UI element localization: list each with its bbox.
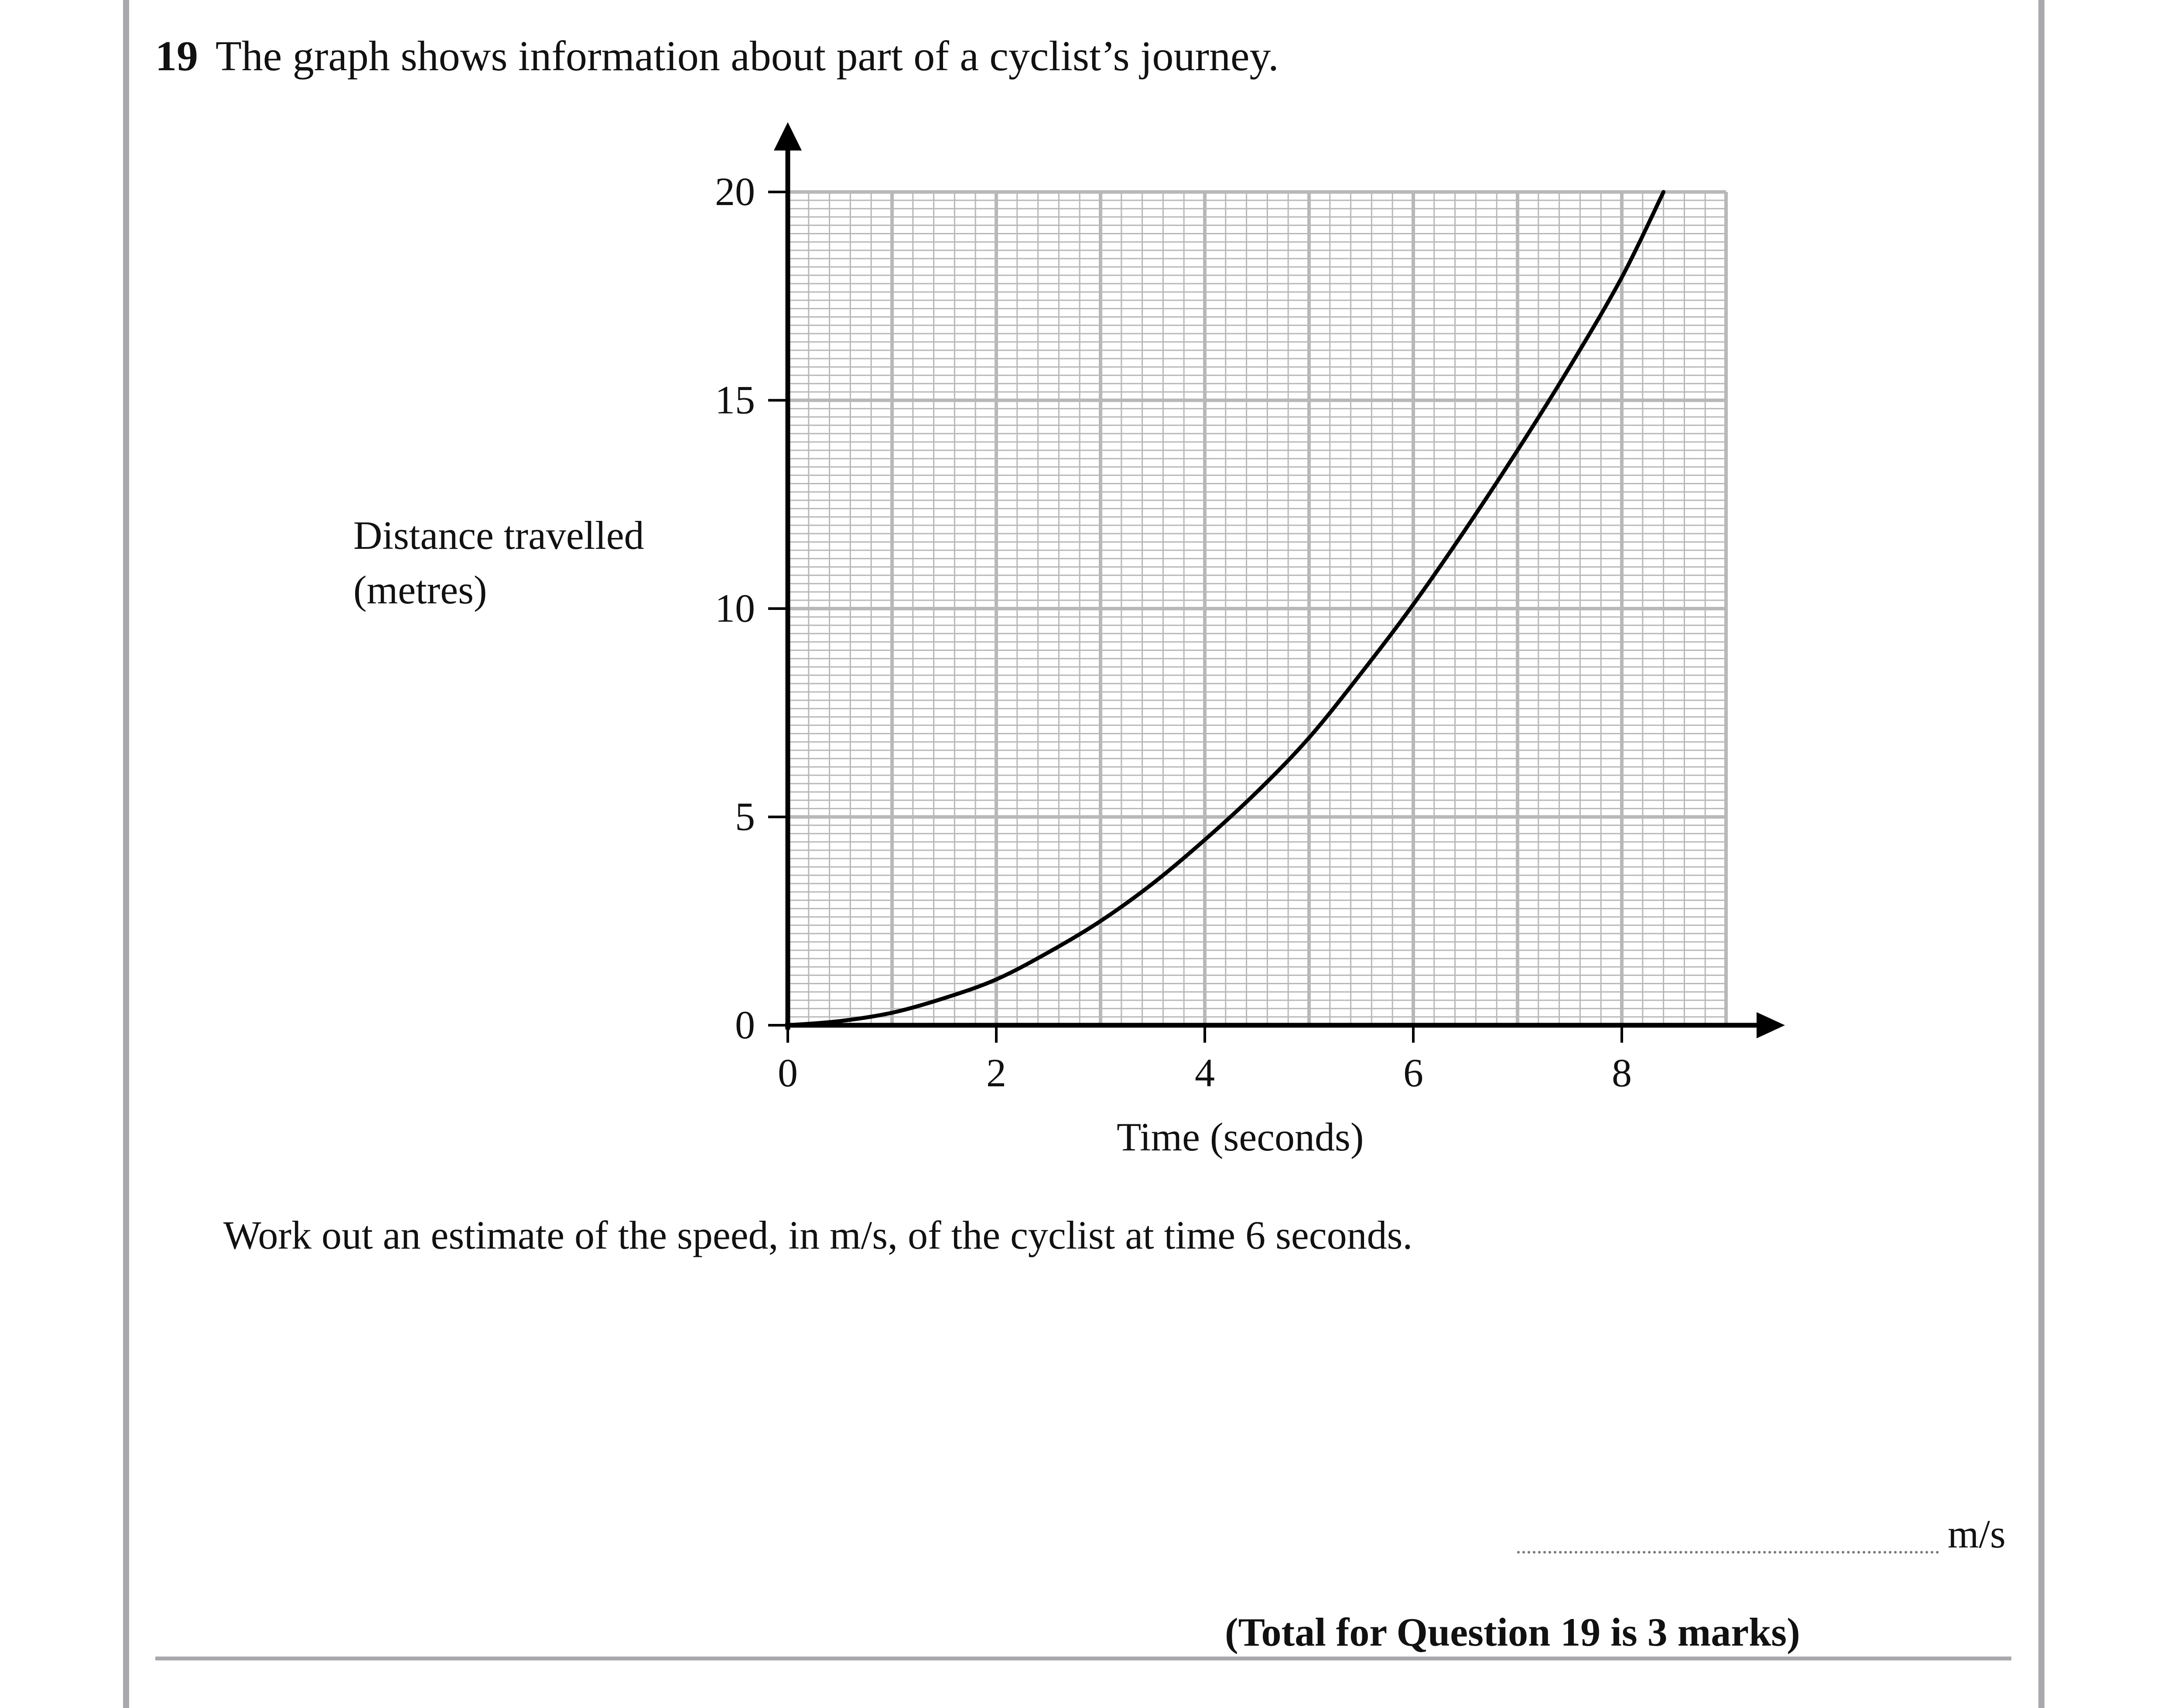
y-axis-arrowhead: [774, 122, 802, 151]
answer-line[interactable]: [1517, 1551, 1939, 1554]
x-tick-label: 4: [1195, 1051, 1215, 1095]
x-axis-arrowhead: [1757, 1012, 1785, 1038]
y-tick-label: 15: [715, 378, 755, 422]
y-tick-label: 20: [715, 169, 755, 214]
y-tick-label: 0: [735, 1003, 755, 1047]
question-number: 19: [155, 33, 198, 80]
question-header: 19 The graph shows information about part…: [155, 35, 1279, 78]
question-text: The graph shows information about part o…: [215, 33, 1279, 80]
x-axis-label: Time (seconds): [1117, 1115, 1364, 1159]
total-marks: (Total for Question 19 is 3 marks): [1225, 1610, 1800, 1654]
axes: [774, 122, 1785, 1038]
task-text: Work out an estimate of the speed, in m/…: [223, 1213, 1413, 1257]
series-line-distance: [786, 190, 1666, 1027]
ticks: 0 2 4 6 8 0 5 10 15 20: [715, 169, 1632, 1095]
x-tick-label: 6: [1403, 1051, 1423, 1095]
y-axis-label-line2: (metres): [353, 568, 487, 612]
page-border-left: [123, 0, 129, 1708]
bottom-rule: [155, 1657, 2011, 1660]
y-tick-label: 10: [715, 586, 755, 630]
answer-unit: m/s: [1948, 1512, 2006, 1556]
x-tick-label: 2: [986, 1051, 1006, 1095]
x-tick-label: 8: [1612, 1051, 1632, 1095]
y-tick-label: 5: [735, 794, 755, 839]
series-layer: [786, 190, 1666, 1027]
grid: [786, 190, 1728, 1027]
y-axis-label: Distance travelled (metres): [353, 508, 644, 617]
x-tick-label: 0: [778, 1051, 798, 1095]
page-border-right: [2038, 0, 2044, 1708]
y-axis-label-line1: Distance travelled: [353, 513, 644, 558]
